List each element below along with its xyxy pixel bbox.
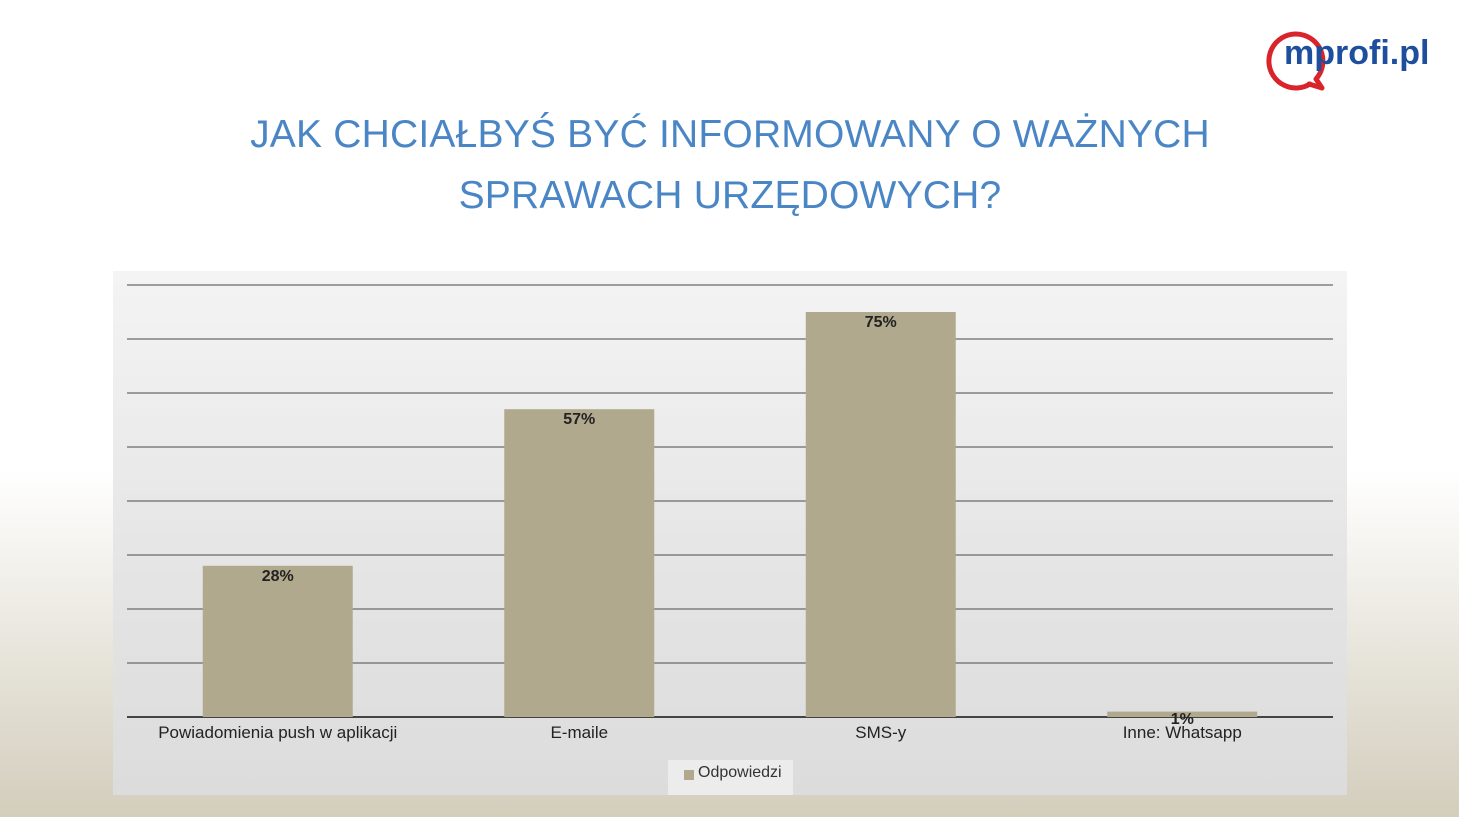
category-label-0: Powiadomienia push w aplikacji xyxy=(158,723,398,742)
category-label-3: Inne: Whatsapp xyxy=(1122,723,1242,742)
data-label-0: 28% xyxy=(261,567,294,585)
bar-2 xyxy=(805,312,956,717)
logo-mark: mprofi.pl xyxy=(1266,31,1429,91)
chart-panel: Powiadomienia push w aplikacji E-maile SMS… xyxy=(113,271,1347,795)
data-label-3: 1% xyxy=(1170,711,1194,728)
bar-3 xyxy=(1107,711,1258,717)
page-title: JAK CHCIAŁBYŚ BYĆ INFORMOWANY O WAŻNYCH … xyxy=(150,104,1310,226)
data-label-2: 75% xyxy=(864,314,897,331)
legend: Odpowiedzi xyxy=(668,760,793,795)
title-line-1: JAK CHCIAŁBYŚ BYĆ INFORMOWANY O WAŻNYCH xyxy=(250,113,1210,156)
bar-1 xyxy=(504,409,655,717)
legend-label: Odpowiedzi xyxy=(698,764,782,781)
data-label-1: 57% xyxy=(563,411,596,429)
bar-0 xyxy=(202,565,353,717)
legend-swatch xyxy=(684,770,694,780)
mprofi-logo: mprofi.pl xyxy=(1262,26,1442,92)
category-label-2: SMS-y xyxy=(855,723,907,742)
category-label-1: E-maile xyxy=(550,723,609,742)
bar-chart xyxy=(127,284,1333,718)
title-line-2: SPRAWACH URZĘDOWYCH? xyxy=(458,174,1002,217)
logo-text: mprofi.pl xyxy=(1284,34,1429,72)
